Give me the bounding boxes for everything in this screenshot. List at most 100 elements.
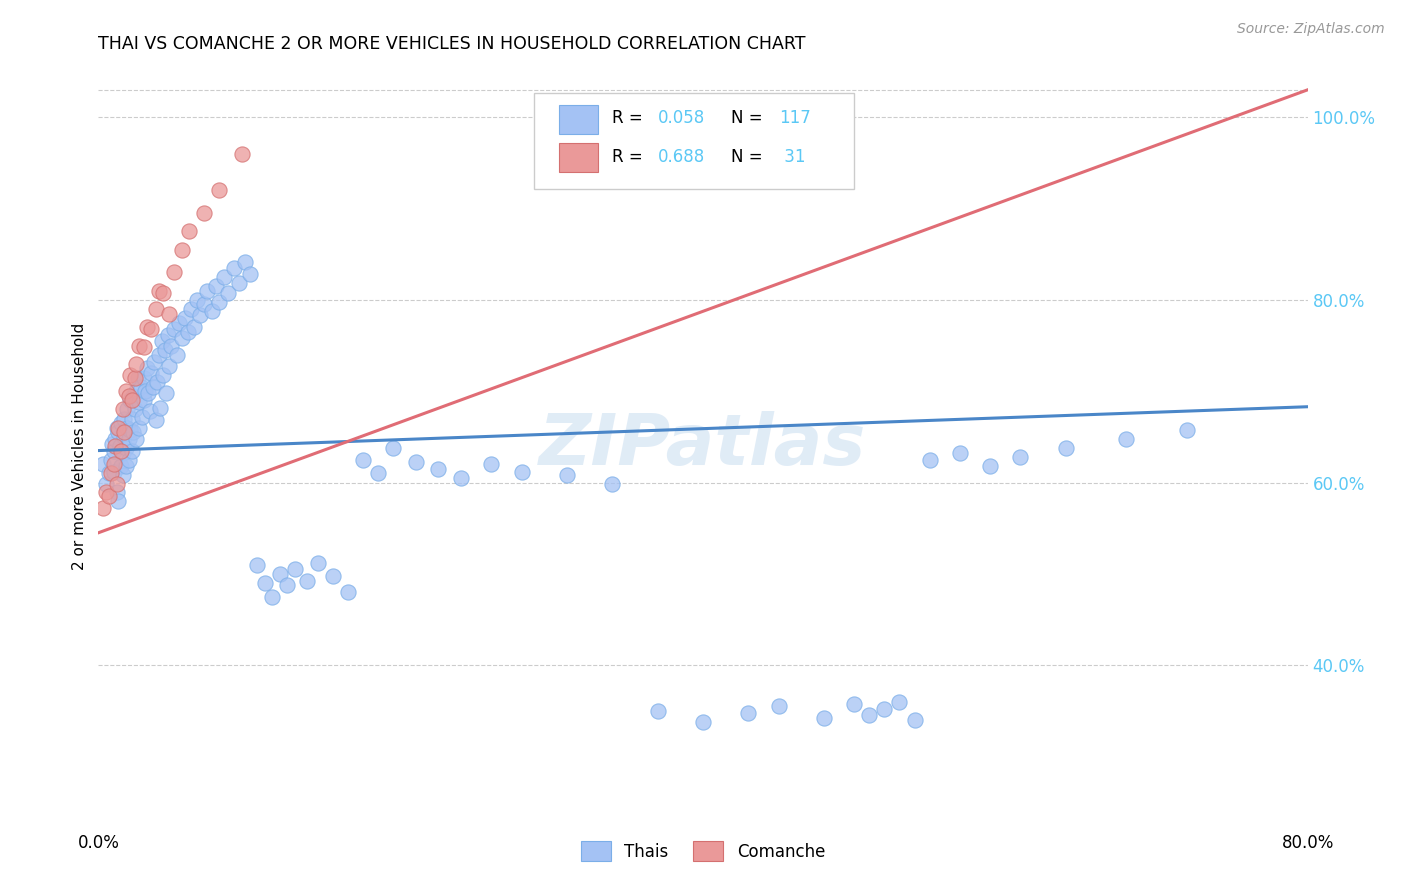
Comanche (124, 370, 146, 384)
Thais (382, 441, 405, 455)
Thais (276, 578, 298, 592)
Comanche (163, 265, 186, 279)
Thais (114, 459, 136, 474)
Thais (201, 303, 224, 318)
Thais (352, 452, 374, 467)
Thais (737, 706, 759, 720)
Text: R =: R = (613, 148, 648, 166)
Thais (180, 301, 202, 316)
Thais (183, 320, 205, 334)
Thais (112, 411, 135, 425)
Thais (103, 443, 125, 458)
Thais (101, 437, 124, 451)
Thais (555, 468, 578, 483)
Comanche (208, 183, 231, 197)
Thais (131, 409, 153, 424)
Thais (889, 695, 911, 709)
Thais (253, 576, 276, 591)
Thais (142, 379, 165, 393)
Comanche (141, 322, 163, 336)
Thais (510, 465, 533, 479)
Comanche (135, 320, 157, 334)
Text: 31: 31 (779, 148, 806, 166)
Thais (269, 566, 291, 581)
Thais (647, 704, 669, 718)
Thais (135, 361, 157, 376)
Thais (188, 309, 211, 323)
Text: ZIPatlas: ZIPatlas (540, 411, 866, 481)
Thais (844, 697, 866, 711)
Thais (336, 585, 359, 599)
Comanche (125, 357, 148, 371)
Thais (143, 355, 166, 369)
Thais (108, 439, 131, 453)
Thais (450, 471, 472, 485)
Thais (148, 348, 170, 362)
Y-axis label: 2 or more Vehicles in Household: 2 or more Vehicles in Household (72, 322, 87, 570)
Thais (176, 325, 198, 339)
Comanche (114, 384, 136, 399)
Comanche (110, 443, 132, 458)
Comanche (100, 467, 122, 481)
Thais (94, 477, 117, 491)
Comanche (145, 301, 167, 316)
Thais (195, 284, 218, 298)
Thais (120, 393, 142, 408)
Comanche (105, 477, 128, 491)
Comanche (91, 501, 114, 516)
Thais (159, 359, 181, 373)
Thais (110, 416, 132, 430)
FancyBboxPatch shape (534, 93, 855, 189)
Thais (1175, 423, 1198, 437)
Thais (121, 411, 143, 425)
Thais (246, 558, 269, 572)
Thais (105, 421, 128, 435)
Thais (768, 699, 790, 714)
Thais (141, 366, 163, 380)
FancyBboxPatch shape (560, 143, 598, 172)
Thais (146, 375, 169, 389)
Thais (115, 421, 138, 435)
Comanche (132, 340, 155, 354)
Thais (111, 446, 134, 460)
Thais (125, 432, 148, 446)
Thais (139, 404, 162, 418)
Thais (166, 348, 188, 362)
Thais (134, 384, 156, 399)
Text: 117: 117 (779, 110, 811, 128)
Thais (155, 386, 177, 401)
Thais (152, 368, 174, 382)
Comanche (170, 243, 193, 257)
Thais (212, 270, 235, 285)
Thais (132, 393, 155, 408)
Thais (132, 370, 155, 384)
Thais (170, 331, 193, 345)
Comanche (231, 146, 253, 161)
Thais (233, 254, 256, 268)
Text: R =: R = (613, 110, 648, 128)
Text: N =: N = (731, 110, 768, 128)
Thais (858, 708, 880, 723)
Text: Source: ZipAtlas.com: Source: ZipAtlas.com (1237, 22, 1385, 37)
Thais (602, 477, 624, 491)
Thais (262, 590, 284, 604)
Comanche (107, 421, 129, 435)
Thais (128, 395, 150, 409)
Thais (110, 459, 132, 474)
Comanche (121, 393, 143, 408)
Text: N =: N = (731, 148, 768, 166)
Thais (167, 316, 190, 330)
Thais (186, 293, 208, 307)
Comanche (120, 368, 142, 382)
Thais (173, 311, 195, 326)
Thais (163, 322, 186, 336)
Thais (104, 432, 127, 446)
Thais (115, 402, 138, 417)
Text: 0.058: 0.058 (658, 110, 706, 128)
Thais (692, 714, 714, 729)
Comanche (103, 457, 125, 471)
Thais (295, 574, 318, 589)
Thais (224, 260, 246, 275)
Thais (307, 556, 329, 570)
Thais (128, 421, 150, 435)
